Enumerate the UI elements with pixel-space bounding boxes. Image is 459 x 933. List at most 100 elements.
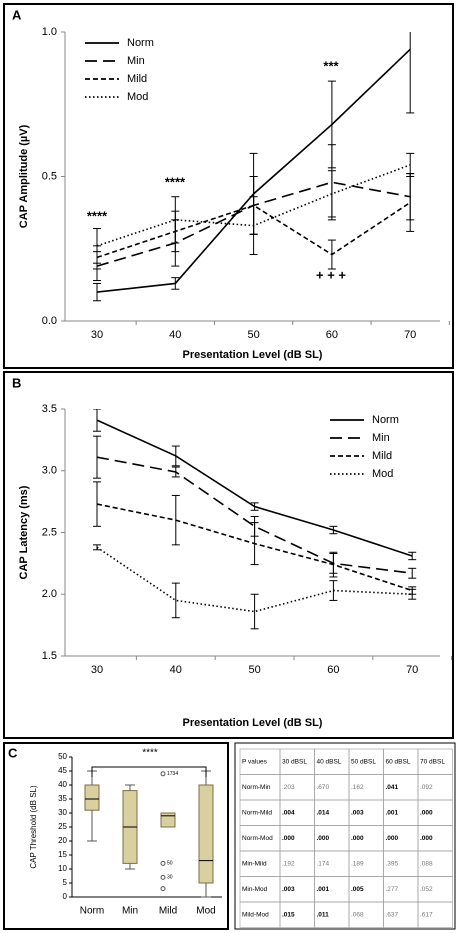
table-text: .088	[420, 860, 433, 867]
box	[84, 784, 100, 811]
table-text: .003	[282, 886, 295, 893]
x-tick-label: Mild	[159, 906, 177, 917]
x-tick-label: 40	[170, 664, 182, 676]
table-text: .192	[282, 860, 295, 867]
y-tick-label: 15	[58, 850, 67, 859]
table-text: .014	[317, 809, 330, 816]
y-tick-label: 2.0	[42, 588, 57, 600]
legend-label: Norm	[372, 414, 399, 426]
x-tick-label: 50	[247, 329, 259, 341]
table-text: .670	[317, 784, 330, 791]
table-frame	[234, 742, 456, 930]
outlier-label: 1734	[167, 771, 178, 777]
y-tick-label: 2.5	[42, 526, 57, 538]
series-line	[96, 456, 413, 575]
table-text: .005	[351, 886, 364, 893]
x-axis-title: Presentation Level (dB SL)	[183, 717, 323, 729]
y-tick-label: 30	[58, 808, 67, 817]
outlier	[160, 771, 166, 777]
x-tick-label: 30	[91, 329, 103, 341]
table-text: .011	[317, 911, 330, 918]
table-text: Norm-Mild	[242, 809, 272, 816]
table-text: 30 dBSL	[282, 758, 307, 765]
plot-area	[93, 409, 417, 630]
table-text: .000	[420, 809, 433, 816]
series-line	[96, 201, 411, 259]
y-tick-label: 0	[63, 892, 68, 901]
table-cell	[417, 901, 453, 928]
table-text: .003	[351, 809, 364, 816]
x-tick-label: 70	[406, 664, 418, 676]
annotation: ****	[165, 174, 186, 189]
box	[160, 812, 176, 828]
table-text: 40 dBSL	[317, 758, 342, 765]
table-text: .189	[351, 860, 364, 867]
legend-label: Min	[127, 55, 145, 67]
annotation: + + +	[316, 267, 346, 282]
x-tick-label: Min	[122, 906, 138, 917]
panel-label: C	[8, 745, 18, 760]
y-axis-title: CAP Threshold (dB SL)	[29, 785, 38, 869]
y-tick-label: 35	[58, 794, 67, 803]
y-tick-label: 20	[58, 836, 67, 845]
table-text: Norm-Min	[242, 784, 271, 791]
legend-label: Min	[372, 432, 390, 444]
table-text: 50 dBSL	[351, 758, 376, 765]
table-text: .092	[420, 784, 433, 791]
table-text: .162	[351, 784, 364, 791]
y-tick-label: 3.5	[42, 403, 57, 415]
table-text: 60 dBSL	[386, 758, 411, 765]
x-tick-label: 70	[404, 329, 416, 341]
annotation: ****	[142, 748, 158, 759]
table-text: .004	[282, 809, 295, 816]
table-text: .174	[317, 860, 330, 867]
table-text: .000	[351, 835, 364, 842]
x-tick-label: 30	[91, 664, 103, 676]
x-tick-label: 50	[248, 664, 260, 676]
outlier-label: 50	[167, 861, 173, 867]
y-tick-label: 5	[63, 878, 68, 887]
y-tick-label: 1.5	[42, 650, 57, 662]
y-tick-label: 0.0	[42, 315, 57, 327]
y-tick-label: 1.0	[42, 26, 57, 38]
outlier	[160, 886, 166, 892]
legend-label: Mod	[372, 468, 393, 480]
y-axis-title: CAP Amplitude (µV)	[18, 124, 30, 228]
panel-frame	[3, 371, 454, 739]
table-text: .015	[282, 911, 295, 918]
table-text: Norm-Mod	[242, 835, 273, 842]
table-text: .000	[282, 835, 295, 842]
outlier-label: 30	[167, 875, 173, 881]
table-text: .203	[282, 784, 295, 791]
table-text: .052	[420, 886, 433, 893]
table-text: P values	[242, 758, 268, 765]
x-tick-label: 60	[326, 329, 338, 341]
panel-label: B	[12, 375, 21, 390]
outlier	[160, 860, 166, 866]
y-tick-label: 10	[58, 864, 67, 873]
table-text: .277	[386, 886, 399, 893]
panel-frame	[3, 742, 229, 930]
y-tick-label: 50	[58, 752, 67, 761]
table-text: .000	[386, 835, 399, 842]
table-text: .637	[386, 911, 399, 918]
box	[198, 784, 214, 884]
table-text: 70 dBSL	[420, 758, 445, 765]
table-text: .000	[317, 835, 330, 842]
table-text: .395	[386, 860, 399, 867]
table-text: .068	[351, 911, 364, 918]
table-text: .001	[386, 809, 399, 816]
x-tick-label: Mod	[196, 906, 215, 917]
table-text: Min-Mild	[242, 860, 267, 867]
legend-label: Mild	[372, 450, 392, 462]
x-tick-label: 40	[169, 329, 181, 341]
table-text: .617	[420, 911, 433, 918]
y-tick-label: 45	[58, 766, 67, 775]
legend-label: Mod	[127, 91, 148, 103]
table-text: .001	[317, 886, 330, 893]
panel-label: A	[12, 7, 22, 22]
table-text: .041	[386, 784, 399, 791]
annotation: ****	[87, 208, 108, 223]
plot-area	[93, 32, 415, 302]
x-tick-label: 60	[327, 664, 339, 676]
